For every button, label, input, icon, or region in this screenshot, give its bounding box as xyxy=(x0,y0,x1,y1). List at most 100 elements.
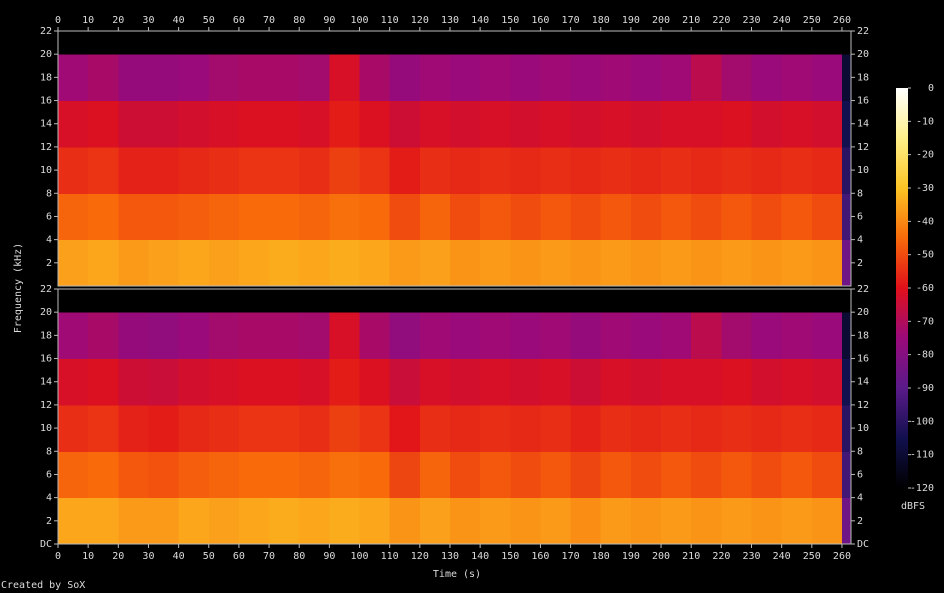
spectrum-cell xyxy=(721,100,752,148)
spectrum-cell xyxy=(661,404,692,452)
spectrum-cell xyxy=(88,193,119,241)
spectrum-cell xyxy=(299,54,330,102)
x-tick-label-bottom: 100 xyxy=(350,551,368,562)
spectrum-cell xyxy=(359,289,391,313)
x-tick-label-top: 190 xyxy=(622,15,640,26)
spectrum-cell xyxy=(540,100,572,148)
spectrum-cell xyxy=(570,404,602,452)
spectrum-cell xyxy=(480,100,511,148)
spectrum-cell xyxy=(178,193,210,241)
spectrum-cell xyxy=(781,31,813,55)
spectrum-cell xyxy=(118,289,149,313)
spectrum-cell xyxy=(419,100,451,148)
spectrum-cell xyxy=(299,100,330,148)
spectrum-cell xyxy=(510,100,541,148)
spectrum-cell xyxy=(238,146,270,194)
y-tick-label-left: DC xyxy=(40,539,52,550)
spectrum-cell xyxy=(841,312,852,360)
x-tick-label-bottom: 30 xyxy=(142,551,154,562)
spectrum-cell xyxy=(329,239,361,287)
y-tick-label-left: 14 xyxy=(40,377,52,388)
spectrum-cell xyxy=(269,358,300,406)
spectrum-cell xyxy=(178,451,210,499)
y-tick-label-left: 8 xyxy=(46,188,52,199)
spectrum-cell xyxy=(359,31,391,55)
spectrum-cell xyxy=(630,358,662,406)
spectrum-cell xyxy=(841,289,852,313)
spectrum-cell xyxy=(148,239,180,287)
spectrum-cell xyxy=(449,193,481,241)
spectrum-cell xyxy=(58,100,89,148)
spectrum-cell xyxy=(480,54,511,102)
x-tick-label-bottom: 180 xyxy=(592,551,610,562)
spectrum-cell xyxy=(238,31,270,55)
spectrum-cell xyxy=(58,358,89,406)
spectrum-cell xyxy=(661,239,692,287)
x-tick-label-top: 220 xyxy=(712,15,730,26)
spectrum-cell xyxy=(299,451,330,499)
spectrum-cell xyxy=(58,289,89,313)
spectrum-cell xyxy=(329,358,361,406)
y-tick-label-left: 8 xyxy=(46,446,52,457)
x-tick-label-top: 90 xyxy=(323,15,335,26)
y-tick-label-right: 10 xyxy=(857,165,869,176)
spectrum-cell xyxy=(781,193,813,241)
spectrum-cell xyxy=(299,289,330,313)
spectrum-cell xyxy=(329,54,361,102)
x-tick-label-top: 150 xyxy=(501,15,519,26)
spectrum-cell xyxy=(359,358,391,406)
spectrum-cell xyxy=(449,239,481,287)
spectrum-cell xyxy=(208,358,240,406)
spectrum-cell xyxy=(329,451,361,499)
spectrum-cell xyxy=(58,31,89,55)
spectrum-cell xyxy=(269,31,300,55)
spectrum-cell xyxy=(88,404,119,452)
y-tick-label-right: 12 xyxy=(857,142,869,153)
spectrum-cell xyxy=(691,54,722,102)
spectrum-cell xyxy=(510,54,541,102)
spectrum-cell xyxy=(480,239,511,287)
footer: Created by SoX xyxy=(1,580,85,591)
y-tick-label-right: 16 xyxy=(857,354,869,365)
x-tick-label-top: 260 xyxy=(833,15,851,26)
spectrum-cell xyxy=(419,358,451,406)
spectrum-cell xyxy=(691,404,722,452)
spectrum-cell xyxy=(751,404,783,452)
spectrum-cell xyxy=(600,193,632,241)
spectrum-cell xyxy=(118,312,149,360)
x-tick-label-bottom: 250 xyxy=(803,551,821,562)
spectrum-cell xyxy=(781,358,813,406)
y-tick-label-left: 12 xyxy=(40,400,52,411)
x-tick-label-bottom: 260 xyxy=(833,551,851,562)
spectrum-cell xyxy=(419,404,451,452)
spectrum-cell xyxy=(208,404,240,452)
x-tick-label-bottom: 140 xyxy=(471,551,489,562)
panel-frame xyxy=(57,288,852,545)
spectrum-cell xyxy=(178,358,210,406)
spectrum-cell xyxy=(841,239,852,287)
spectrum-cell xyxy=(118,146,149,194)
spectrum-cell xyxy=(540,239,572,287)
x-tick-label-top: 130 xyxy=(441,15,459,26)
spectrum-cell xyxy=(208,31,240,55)
spectrum-cell xyxy=(721,54,752,102)
spectrum-cell xyxy=(389,31,421,55)
spectrum-cell xyxy=(58,497,89,545)
spectrum-cell xyxy=(299,31,330,55)
y-tick-label-left: 4 xyxy=(46,235,52,246)
spectrum-cell xyxy=(238,358,270,406)
spectrum-cell xyxy=(480,358,511,406)
spectrum-cell xyxy=(419,497,451,545)
spectrum-cell xyxy=(269,239,300,287)
spectrum-cell xyxy=(359,100,391,148)
x-tick-label-bottom: 20 xyxy=(112,551,124,562)
spectrum-cell xyxy=(811,146,843,194)
colorbar-tick-label: -80 xyxy=(916,350,934,361)
spectrum-cell xyxy=(751,54,783,102)
spectrum-cell xyxy=(540,358,572,406)
spectrum-cell xyxy=(570,31,602,55)
spectrum-cell xyxy=(269,193,300,241)
spectrum-cell xyxy=(269,54,300,102)
x-tick-label-top: 250 xyxy=(803,15,821,26)
y-tick-label-left: 18 xyxy=(40,330,52,341)
